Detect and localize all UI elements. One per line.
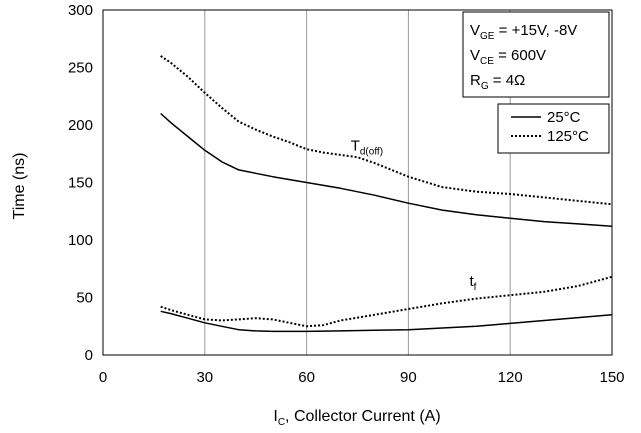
- series-line-tf-125-c: [160, 275, 613, 328]
- condition-rg: RG = 4Ω: [470, 72, 525, 92]
- y-axis-label: Time (ns): [11, 153, 28, 220]
- series-line-td-off-25-c: [160, 112, 613, 227]
- y-tick-label: 300: [68, 2, 93, 19]
- x-axis-label: IC, Collector Current (A): [273, 408, 440, 428]
- x-tick-label: 60: [298, 369, 315, 386]
- y-tick-label: 50: [76, 290, 93, 307]
- x-tick-label: 150: [599, 369, 624, 386]
- y-tick-label: 100: [68, 232, 93, 249]
- x-tick-label: 120: [498, 369, 523, 386]
- legend: 25°C 125°C: [497, 103, 610, 154]
- x-tick-label: 0: [99, 369, 107, 386]
- legend-label-125c: 125°C: [547, 128, 589, 145]
- condition-vge: VGE = +15V, -8V: [470, 22, 577, 42]
- annotation-td-off: Td(off): [351, 137, 383, 157]
- condition-vce: VCE = 600V: [470, 47, 546, 67]
- plot-frame: [102, 9, 613, 356]
- y-tick-label: 150: [68, 175, 93, 192]
- legend-label-25c: 25°C: [547, 109, 581, 126]
- x-tick-label: 30: [196, 369, 213, 386]
- series-layer: [160, 55, 613, 333]
- conditions-box: VGE = +15V, -8V VCE = 600V RG = 4Ω: [462, 11, 610, 98]
- series-line-tf-25-c: [160, 310, 613, 333]
- y-tick-label: 0: [85, 347, 93, 364]
- annotation-tf: tf: [469, 273, 476, 293]
- ticks: 0 30 60 90 120 150 0 50 100 150 200 250 300: [68, 2, 625, 386]
- x-tick-label: 90: [400, 369, 417, 386]
- y-tick-label: 200: [68, 117, 93, 134]
- y-tick-label: 250: [68, 60, 93, 77]
- series-line-td-off-125-c: [160, 55, 613, 206]
